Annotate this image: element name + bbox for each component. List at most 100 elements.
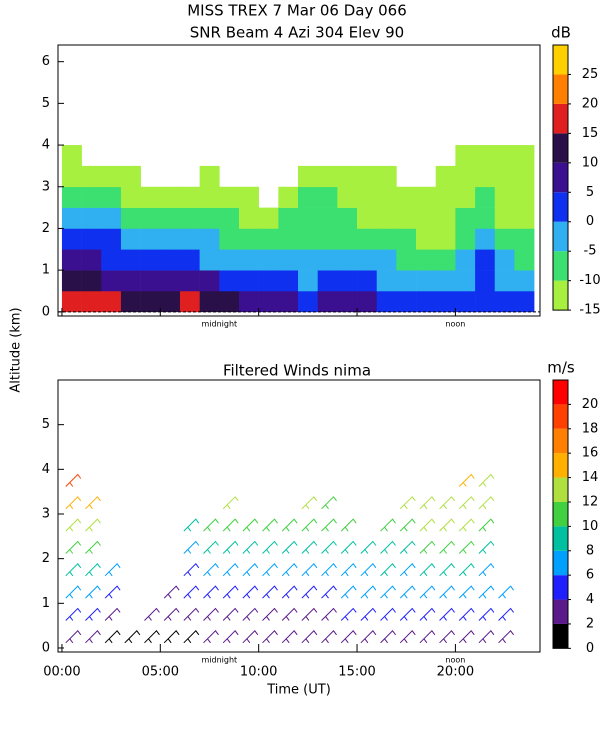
snr-cell — [435, 249, 456, 271]
colorbar-tick-label: 4 — [586, 592, 594, 607]
snr-cell — [376, 249, 397, 271]
snr-cell — [61, 186, 82, 208]
wind-barb — [65, 630, 82, 644]
wind-barb — [203, 518, 219, 532]
snr-cell — [278, 290, 299, 313]
snr-cell — [140, 228, 161, 250]
colorbar-band — [553, 251, 568, 281]
snr-cell — [514, 207, 535, 229]
wind-barb — [439, 563, 455, 577]
snr-cell — [475, 207, 496, 229]
snr-cell — [357, 290, 378, 313]
snr-cell — [258, 270, 279, 292]
wind-barb — [242, 585, 259, 599]
wind-barb — [281, 518, 298, 532]
chart-title: MISS TREX 7 Mar 06 Day 066 — [187, 2, 407, 20]
colorbar-tick-label: 16 — [582, 446, 599, 461]
snr-cell — [396, 290, 417, 313]
wind-barb — [498, 630, 514, 644]
wind-barb — [380, 585, 396, 599]
wind-barb — [340, 607, 357, 621]
snr-cell — [199, 249, 220, 271]
x-tick-label: 10:00 — [240, 665, 277, 680]
snr-cell — [238, 270, 259, 292]
snr-cell — [238, 228, 259, 250]
colorbar-band — [553, 599, 568, 624]
wind-barb — [183, 630, 200, 644]
wind-barb — [183, 518, 200, 532]
snr-cell — [317, 249, 338, 271]
wind-barb — [399, 585, 416, 599]
snr-cell — [120, 270, 141, 292]
colorbar-tick-label: 5 — [586, 185, 594, 200]
wind-barb — [340, 630, 357, 644]
y-tick-label: 2 — [42, 221, 50, 236]
annotation: midnight — [201, 656, 237, 665]
wind-barb — [203, 563, 219, 577]
wind-barb — [281, 607, 298, 621]
wind-barb — [419, 496, 436, 510]
wind-barb — [340, 518, 357, 532]
snr-cell — [199, 228, 220, 250]
snr-cell — [278, 186, 299, 208]
x-tick-label: 20:00 — [437, 665, 474, 680]
wind-barb — [65, 496, 82, 510]
snr-cell — [514, 165, 535, 188]
snr-cell — [101, 270, 122, 292]
snr-cell — [160, 228, 181, 250]
wind-barb — [380, 630, 396, 644]
wind-barb — [144, 607, 160, 621]
snr-cell — [337, 249, 358, 271]
snr-cell — [160, 207, 181, 229]
wind-barb — [104, 607, 121, 621]
snr-cell — [61, 290, 82, 313]
snr-cell — [238, 249, 259, 271]
snr-cell — [416, 186, 437, 208]
wind-barb — [419, 585, 436, 599]
wind-barb — [281, 563, 298, 577]
colorbar-tick-label: 8 — [586, 543, 594, 558]
snr-cell — [475, 249, 496, 271]
snr-cell — [475, 290, 496, 313]
wind-barb — [419, 540, 436, 554]
colorbar-tick-label: 0 — [586, 214, 594, 229]
snr-cell — [416, 228, 437, 250]
snr-cell — [396, 270, 417, 292]
colorbar-band — [553, 162, 568, 193]
snr-cell — [396, 207, 417, 229]
wind-barb — [203, 630, 219, 644]
snr-cell — [199, 290, 220, 313]
wind-barb — [124, 630, 141, 644]
snr-cell — [298, 270, 318, 292]
snr-cell — [61, 165, 82, 188]
wind-barb — [380, 540, 396, 554]
snr-cell — [494, 207, 515, 229]
wind-barb — [458, 518, 475, 532]
snr-cell — [357, 228, 378, 250]
colorbar-tick-label: 14 — [582, 470, 599, 485]
colorbar-band — [553, 380, 568, 405]
snr-cell — [494, 145, 515, 167]
colorbar-tick-label: 0 — [586, 641, 594, 656]
wind-barb — [85, 496, 101, 510]
snr-cell — [455, 249, 476, 271]
wind-barb — [419, 630, 436, 644]
snr-cell — [357, 207, 378, 229]
wind-barb — [321, 540, 337, 554]
snr-cell — [514, 249, 535, 271]
wind-barb — [399, 518, 416, 532]
snr-cell — [396, 249, 417, 271]
annotation: noon — [445, 656, 465, 665]
snr-cell — [435, 270, 456, 292]
plot-frame — [57, 44, 541, 317]
wind-barb — [478, 630, 495, 644]
snr-cell — [494, 270, 515, 292]
wind-barb — [85, 585, 101, 599]
wind-barb — [419, 607, 436, 621]
colorbar-band — [553, 280, 568, 311]
y-axis-label: Altitude (km) — [9, 307, 24, 392]
snr-cell — [219, 228, 240, 250]
wind-barb — [478, 518, 495, 532]
wind-barb — [242, 518, 259, 532]
